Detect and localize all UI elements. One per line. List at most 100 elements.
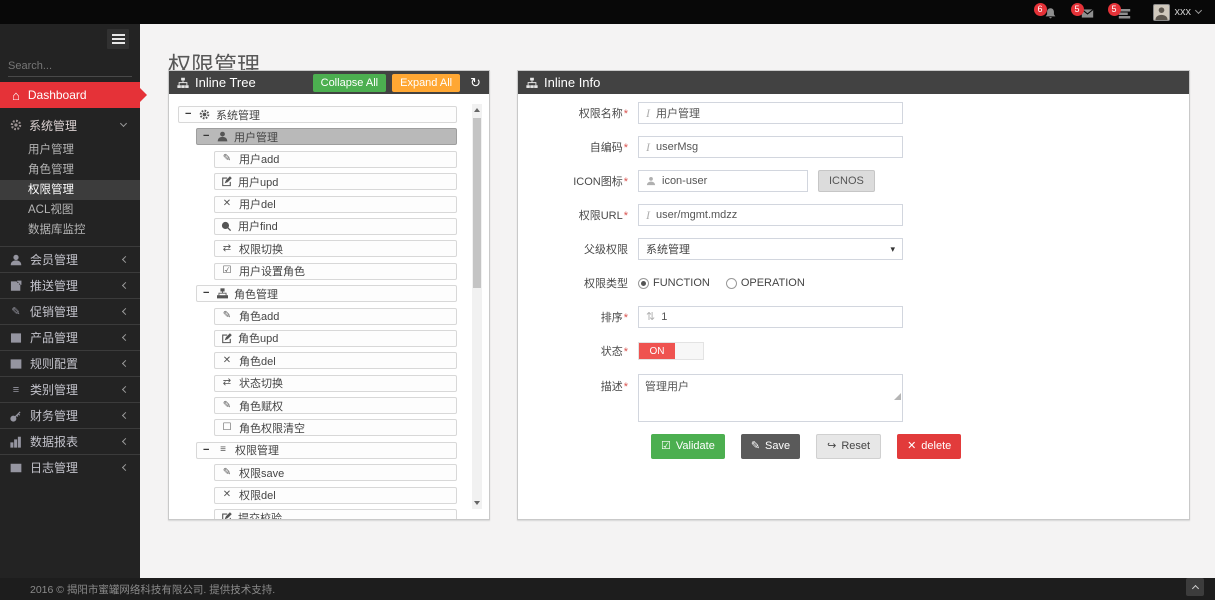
- radio-operation[interactable]: OPERATION: [725, 277, 805, 289]
- sidebar-item-reports[interactable]: 数据报表: [0, 428, 140, 454]
- url-field-box: I: [638, 204, 903, 226]
- tree-node-selected[interactable]: − 用户管理: [196, 128, 457, 146]
- tree-node[interactable]: 用户find: [214, 217, 457, 235]
- tasks-badge: 5: [1107, 2, 1121, 16]
- collapse-all-button[interactable]: Collapse All: [312, 73, 387, 92]
- tasks-menu[interactable]: 5: [1107, 2, 1131, 20]
- tree-node[interactable]: ☐ 角色权限清空: [214, 419, 457, 437]
- copyright-text: 2016 © 揭阳市蜜罐网络科技有限公司. 提供技术支持.: [30, 583, 276, 596]
- sidebar-item-logs[interactable]: 日志管理: [0, 454, 140, 480]
- user-icon: [10, 254, 22, 265]
- sort-icon: ⇅: [646, 310, 656, 323]
- pencil-icon: ✎: [750, 440, 761, 452]
- chevron-left-icon: [121, 437, 130, 446]
- collapse-toggle-icon[interactable]: −: [203, 443, 210, 456]
- back-to-top-button[interactable]: [1186, 578, 1204, 596]
- tree-node[interactable]: − ≡ 权限管理: [196, 441, 457, 459]
- sidebar-item-finance[interactable]: 财务管理: [0, 402, 140, 428]
- save-button[interactable]: ✎ Save: [740, 434, 801, 459]
- list-icon: ≡: [220, 444, 226, 456]
- inline-info-panel: Inline Info 权限名称* I 自编码* I ICON图标*: [517, 70, 1190, 520]
- scrollbar-thumb[interactable]: [473, 118, 481, 288]
- search-input[interactable]: [8, 59, 150, 72]
- collapse-toggle-icon[interactable]: −: [185, 108, 192, 120]
- sidebar-item-push[interactable]: 推送管理: [0, 272, 140, 298]
- sidebar-item-label: 系统管理: [29, 118, 78, 133]
- close-icon: ✕: [222, 198, 232, 210]
- inline-info-header: Inline Info: [518, 71, 1189, 94]
- sidebar-toggle-button[interactable]: [107, 29, 129, 49]
- required-marker: *: [623, 108, 628, 120]
- sidebar-item-dashboard[interactable]: ⌂ Dashboard: [0, 82, 147, 108]
- refresh-icon[interactable]: ↻: [470, 75, 481, 90]
- sidebar-item-perm-mgmt[interactable]: 权限管理: [0, 180, 140, 200]
- tree-node[interactable]: ✕ 权限del: [214, 486, 457, 504]
- tree-node[interactable]: ✎ 用户add: [214, 150, 457, 168]
- notifications-menu[interactable]: 5: [1070, 2, 1094, 20]
- caret-down-icon: ▾: [890, 243, 895, 254]
- close-icon: ✕: [222, 489, 232, 501]
- field-label: 父级权限: [584, 244, 628, 256]
- expand-all-button[interactable]: Expand All: [392, 73, 461, 92]
- messages-badge: 6: [1033, 2, 1047, 16]
- desc-textarea[interactable]: 管理用户: [638, 374, 903, 422]
- sort-input[interactable]: [661, 311, 895, 323]
- delete-button[interactable]: ✕ delete: [897, 434, 962, 459]
- tree-node[interactable]: − 角色管理: [196, 285, 457, 303]
- tree-node[interactable]: ☑ 用户设置角色: [214, 262, 457, 280]
- sidebar-item-promo[interactable]: ✎ 促销管理: [0, 298, 140, 324]
- sidebar-item-member[interactable]: 会员管理: [0, 246, 140, 272]
- reset-button[interactable]: ↪ Reset: [816, 434, 882, 459]
- collapse-toggle-icon[interactable]: −: [203, 130, 210, 143]
- sidebar-item-category[interactable]: ≡ 类别管理: [0, 376, 140, 402]
- sidebar-item-acl-view[interactable]: ACL视图: [28, 204, 74, 216]
- pencil-icon: ✎: [222, 153, 232, 165]
- sidebar-item-product[interactable]: 产品管理: [0, 324, 140, 350]
- radio-function[interactable]: FUNCTION: [638, 277, 710, 289]
- name-input[interactable]: [656, 107, 895, 119]
- tree-node[interactable]: 角色upd: [214, 329, 457, 347]
- pencil-icon: ✎: [222, 399, 232, 411]
- messages-menu[interactable]: 6: [1033, 2, 1057, 20]
- required-marker: *: [623, 176, 628, 188]
- tree-node[interactable]: ✎ 角色赋权: [214, 397, 457, 415]
- tree-node[interactable]: ✎ 角色add: [214, 307, 457, 325]
- sidebar-item-db-monitor[interactable]: 数据库监控: [28, 224, 86, 236]
- validate-button[interactable]: ☑ Validate: [651, 434, 725, 459]
- sidebar-item-rules[interactable]: 规则配置: [0, 350, 140, 376]
- topbar: 6 5 5 xxx: [0, 0, 1215, 24]
- tree-node[interactable]: ✎ 权限save: [214, 464, 457, 482]
- url-input[interactable]: [656, 209, 895, 221]
- panel-title: Inline Tree: [195, 75, 256, 90]
- field-label: 权限类型: [584, 278, 628, 290]
- tree-node[interactable]: 用户upd: [214, 173, 457, 191]
- user-menu[interactable]: xxx: [1152, 3, 1203, 21]
- resize-handle-icon[interactable]: [894, 393, 901, 400]
- tree-node[interactable]: ✕ 用户del: [214, 195, 457, 213]
- parent-select[interactable]: 系统管理 ▾: [638, 238, 903, 260]
- close-icon: ✕: [222, 354, 232, 366]
- tree-scrollbar[interactable]: [472, 104, 482, 509]
- sidebar-item-user-mgmt[interactable]: 用户管理: [28, 144, 74, 156]
- tree-node[interactable]: ⇄ 权限切换: [214, 240, 457, 258]
- tree-node[interactable]: − 系统管理: [178, 106, 457, 123]
- panel-title: Inline Info: [544, 75, 601, 90]
- sidebar-item-system[interactable]: 系统管理: [0, 112, 140, 138]
- chevron-left-icon: [121, 359, 130, 368]
- scroll-up-icon[interactable]: [474, 108, 480, 112]
- sitemap-icon: [217, 288, 228, 299]
- icnos-button[interactable]: ICNOS: [818, 170, 875, 192]
- field-label: 自编码: [589, 142, 623, 154]
- tree-node[interactable]: 提交校验: [214, 509, 457, 519]
- chevron-down-icon: [119, 119, 128, 128]
- code-input[interactable]: [656, 141, 895, 153]
- tree-node[interactable]: ✕ 角色del: [214, 352, 457, 370]
- status-toggle[interactable]: ON: [638, 342, 704, 360]
- home-icon: ⌂: [12, 87, 20, 103]
- tree-node[interactable]: ⇄ 状态切换: [214, 374, 457, 392]
- sidebar-item-role-mgmt[interactable]: 角色管理: [28, 164, 74, 176]
- icon-input[interactable]: [662, 175, 800, 187]
- scroll-down-icon[interactable]: [474, 501, 480, 505]
- collapse-toggle-icon[interactable]: −: [203, 287, 210, 300]
- chevron-left-icon: [121, 255, 130, 264]
